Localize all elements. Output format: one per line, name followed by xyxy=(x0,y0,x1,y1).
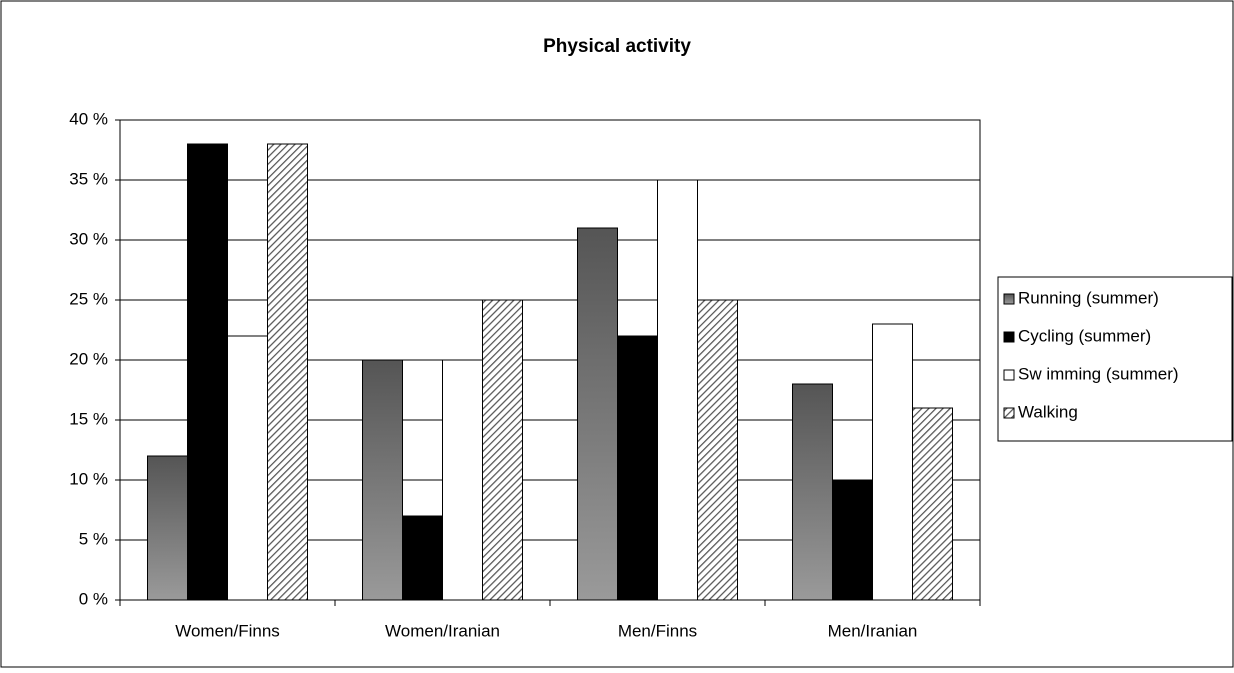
y-tick-label: 10 % xyxy=(69,469,108,488)
legend-label: Sw imming (summer) xyxy=(1018,364,1179,383)
legend-label: Walking xyxy=(1018,402,1078,421)
y-tick-label: 5 % xyxy=(79,529,108,548)
legend-swatch xyxy=(1003,293,1015,305)
bar xyxy=(147,455,188,601)
legend-label: Cycling (summer) xyxy=(1018,326,1151,345)
x-tick-label: Men/Iranian xyxy=(828,621,918,640)
bar xyxy=(402,515,443,601)
bar xyxy=(362,359,403,601)
legend-label: Running (summer) xyxy=(1018,288,1159,307)
y-tick-label: 0 % xyxy=(79,589,108,608)
bar xyxy=(657,179,698,601)
bar xyxy=(872,323,913,601)
bar xyxy=(832,479,873,601)
bar xyxy=(697,299,738,601)
y-tick-label: 40 % xyxy=(69,109,108,128)
x-tick-label: Women/Iranian xyxy=(385,621,500,640)
bar xyxy=(267,143,308,601)
bar xyxy=(792,383,833,601)
legend-swatch xyxy=(1003,331,1015,343)
bar xyxy=(227,335,268,601)
y-tick-label: 20 % xyxy=(69,349,108,368)
legend-swatch xyxy=(1003,407,1015,419)
x-tick-label: Women/Finns xyxy=(175,621,280,640)
y-tick-label: 30 % xyxy=(69,229,108,248)
y-tick-label: 25 % xyxy=(69,289,108,308)
bar xyxy=(617,335,658,601)
bar xyxy=(482,299,523,601)
legend-swatch xyxy=(1003,369,1015,381)
y-tick-label: 35 % xyxy=(69,169,108,188)
bar xyxy=(442,359,483,601)
x-tick-label: Men/Finns xyxy=(618,621,697,640)
bar xyxy=(187,143,228,601)
bar xyxy=(912,407,953,601)
y-tick-label: 15 % xyxy=(69,409,108,428)
legend-box xyxy=(997,276,1233,442)
bar xyxy=(577,227,618,601)
chart-title: Physical activity xyxy=(543,36,691,57)
